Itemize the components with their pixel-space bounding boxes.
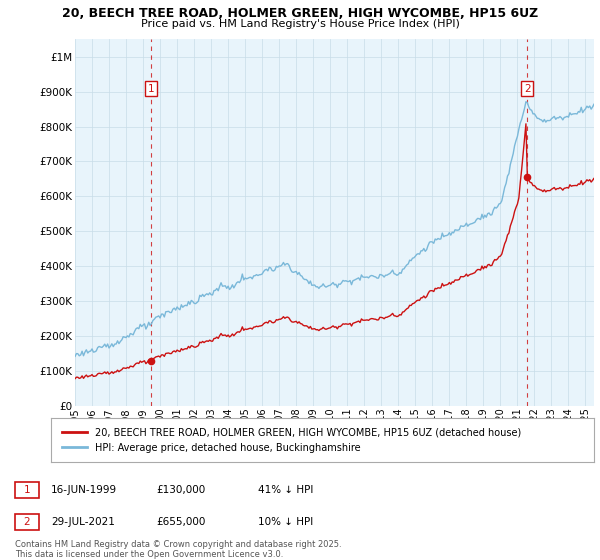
Text: Price paid vs. HM Land Registry's House Price Index (HPI): Price paid vs. HM Land Registry's House … (140, 19, 460, 29)
Text: 41% ↓ HPI: 41% ↓ HPI (258, 485, 313, 495)
Text: 29-JUL-2021: 29-JUL-2021 (51, 517, 115, 527)
Text: Contains HM Land Registry data © Crown copyright and database right 2025.
This d: Contains HM Land Registry data © Crown c… (15, 540, 341, 559)
Text: 2: 2 (524, 83, 530, 94)
Text: 1: 1 (148, 83, 154, 94)
Text: 10% ↓ HPI: 10% ↓ HPI (258, 517, 313, 527)
Text: 20, BEECH TREE ROAD, HOLMER GREEN, HIGH WYCOMBE, HP15 6UZ: 20, BEECH TREE ROAD, HOLMER GREEN, HIGH … (62, 7, 538, 20)
Text: 16-JUN-1999: 16-JUN-1999 (51, 485, 117, 495)
Legend: 20, BEECH TREE ROAD, HOLMER GREEN, HIGH WYCOMBE, HP15 6UZ (detached house), HPI:: 20, BEECH TREE ROAD, HOLMER GREEN, HIGH … (59, 424, 524, 456)
Text: £655,000: £655,000 (156, 517, 205, 527)
Text: 2: 2 (23, 517, 31, 527)
Text: £130,000: £130,000 (156, 485, 205, 495)
Text: 1: 1 (23, 485, 31, 495)
